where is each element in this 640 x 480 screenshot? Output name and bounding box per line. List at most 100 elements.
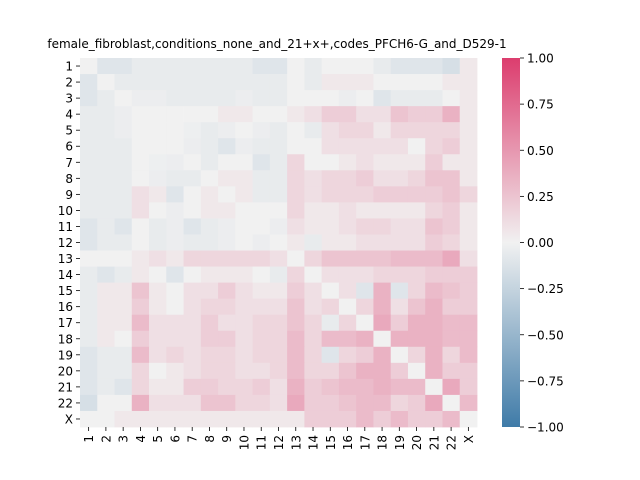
heatmap-cell	[390, 74, 409, 91]
heatmap-cell	[149, 346, 167, 364]
heatmap-cell	[356, 218, 374, 235]
heatmap-cell	[149, 58, 167, 75]
heatmap-cell	[149, 106, 167, 123]
column-tick-label: 3	[117, 435, 131, 443]
heatmap-cell	[442, 122, 461, 139]
column-tick-label: 7	[186, 435, 200, 443]
heatmap-cell	[425, 58, 443, 75]
heatmap-cell	[131, 330, 150, 348]
heatmap-cell	[149, 314, 167, 332]
heatmap-cell	[131, 218, 150, 235]
heatmap-cell	[235, 282, 254, 300]
heatmap-cell	[80, 74, 98, 91]
heatmap-cell	[97, 170, 115, 187]
heatmap-cell	[235, 298, 254, 316]
heatmap-cell	[166, 234, 184, 251]
heatmap-cell	[304, 394, 323, 412]
heatmap-cell	[218, 170, 236, 187]
heatmap-cell	[425, 170, 443, 187]
heatmap-cell	[338, 106, 357, 123]
heatmap-cell	[304, 122, 323, 139]
row-tick-label: 1	[65, 60, 73, 74]
heatmap-cell	[338, 58, 357, 75]
heatmap-cell	[131, 394, 150, 412]
heatmap-cell	[131, 410, 150, 428]
heatmap-cell	[166, 394, 184, 412]
heatmap-cell	[356, 106, 374, 123]
heatmap-cell	[338, 266, 357, 284]
heatmap-cell	[200, 90, 219, 107]
heatmap-cell	[252, 394, 271, 412]
heatmap-cell	[183, 298, 202, 316]
heatmap-cell	[459, 58, 478, 75]
heatmap-cell	[252, 298, 271, 316]
colorbar-tick-label: 1.00	[527, 52, 554, 66]
heatmap-cell	[442, 250, 461, 267]
heatmap-cell	[390, 186, 409, 203]
heatmap-cell	[390, 138, 409, 155]
heatmap-cell	[200, 346, 219, 364]
heatmap-cell	[425, 330, 443, 348]
heatmap-cell	[218, 394, 236, 412]
heatmap-cell	[131, 122, 150, 139]
heatmap-cell	[407, 170, 426, 187]
heatmap-cell	[390, 394, 409, 412]
column-tick-label: 17	[358, 435, 372, 450]
heatmap-cell	[149, 362, 167, 380]
heatmap-cell	[459, 250, 478, 267]
heatmap-cell	[356, 202, 374, 219]
heatmap-cell	[321, 202, 340, 219]
heatmap-cell	[166, 90, 184, 107]
heatmap-cell	[373, 202, 392, 219]
heatmap-cell	[442, 186, 461, 203]
heatmap-cell	[114, 154, 133, 171]
heatmap-cell	[80, 378, 98, 396]
heatmap-cell	[459, 378, 478, 396]
heatmap-cell	[442, 218, 461, 235]
heatmap-cell	[356, 234, 374, 251]
column-tick-label: 20	[410, 435, 424, 450]
colorbar-tick-label: −0.25	[527, 282, 564, 296]
heatmap-cell	[287, 106, 305, 123]
heatmap-cell	[269, 106, 288, 123]
heatmap-cell	[338, 410, 357, 428]
heatmap-cell	[269, 234, 288, 251]
heatmap-cell	[235, 218, 254, 235]
heatmap-cell	[407, 218, 426, 235]
heatmap-cell	[442, 378, 461, 396]
heatmap-cell	[183, 170, 202, 187]
heatmap-cell	[166, 410, 184, 428]
heatmap-cell	[149, 170, 167, 187]
heatmap-cell	[80, 170, 98, 187]
heatmap-cell	[304, 362, 323, 380]
heatmap-cell	[200, 58, 219, 75]
heatmap-cell	[407, 314, 426, 332]
heatmap-cell	[80, 394, 98, 412]
heatmap-cell	[183, 58, 202, 75]
heatmap-cell	[131, 234, 150, 251]
heatmap-cell	[235, 410, 254, 428]
heatmap-cell	[390, 298, 409, 316]
heatmap-cell	[218, 346, 236, 364]
heatmap-cell	[269, 250, 288, 267]
heatmap-cell	[407, 106, 426, 123]
heatmap-cell	[269, 266, 288, 284]
heatmap-cell	[114, 234, 133, 251]
heatmap-cell	[373, 186, 392, 203]
heatmap-cell	[166, 138, 184, 155]
heatmap-cell	[200, 266, 219, 284]
heatmap-cell	[235, 74, 254, 91]
heatmap-cell	[356, 122, 374, 139]
heatmap-cell	[321, 90, 340, 107]
heatmap-cell	[304, 314, 323, 332]
column-tick-label: 10	[237, 435, 251, 450]
heatmap-cell	[149, 394, 167, 412]
heatmap-cell	[252, 282, 271, 300]
heatmap-cell	[304, 378, 323, 396]
heatmap-cell	[80, 346, 98, 364]
heatmap-cell	[442, 314, 461, 332]
heatmap-cell	[200, 154, 219, 171]
heatmap-cell	[425, 298, 443, 316]
heatmap-cell	[269, 298, 288, 316]
heatmap-cell	[166, 74, 184, 91]
